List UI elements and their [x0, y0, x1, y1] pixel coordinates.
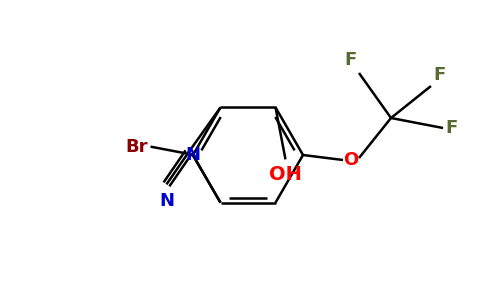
- Text: F: F: [345, 51, 357, 69]
- Text: N: N: [159, 192, 174, 210]
- Text: F: F: [433, 66, 445, 84]
- Text: Br: Br: [125, 138, 148, 156]
- Text: F: F: [445, 119, 457, 137]
- Text: N: N: [185, 146, 200, 164]
- Text: OH: OH: [269, 165, 302, 184]
- Text: O: O: [343, 151, 359, 169]
